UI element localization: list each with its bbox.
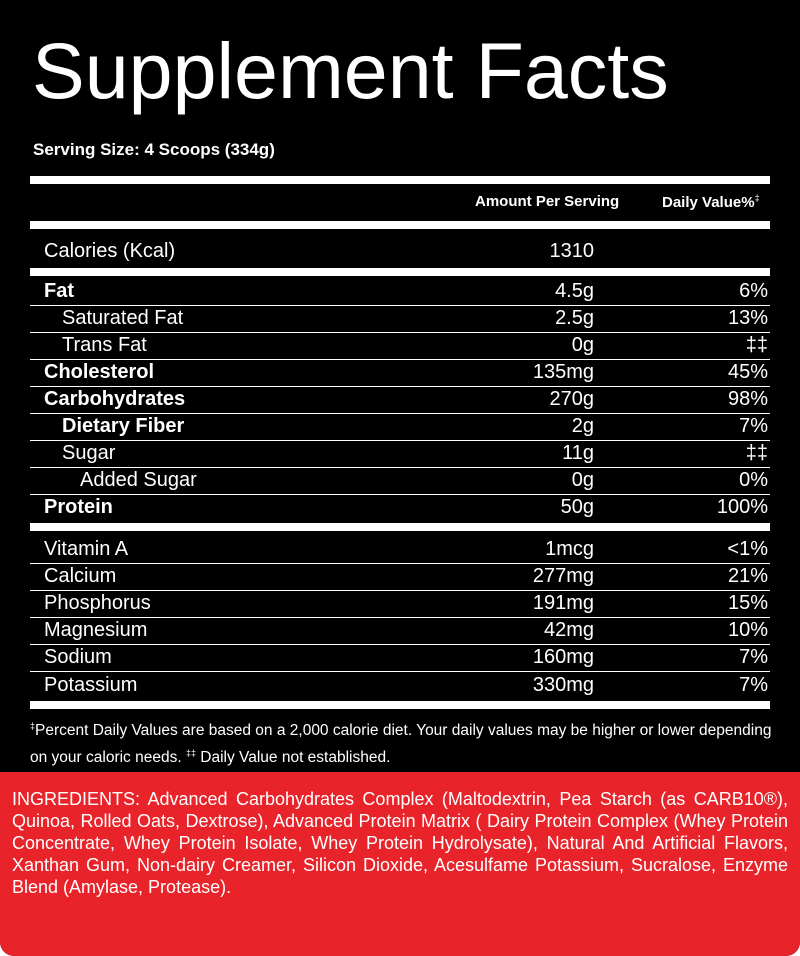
nutrient-name: Protein — [44, 496, 113, 518]
nutrient-amount: 42mg — [543, 619, 594, 641]
nutrient-dv: ‡‡ — [745, 442, 768, 464]
nutrient-dv: 98% — [727, 388, 768, 410]
nutrient-amount: 135mg — [532, 361, 594, 383]
row-divider — [30, 440, 770, 441]
nutrient-name: Calcium — [44, 565, 117, 587]
nutrient-row-sodium: Sodium 160mg 7% — [30, 644, 770, 671]
nutrient-row-trans-fat: Trans Fat 0g ‡‡ — [30, 332, 770, 359]
ingredients-text: INGREDIENTS: Advanced Carbohydrates Comp… — [12, 789, 788, 897]
row-divider — [30, 332, 770, 333]
nutrient-name: Fat — [44, 280, 74, 302]
row-divider — [30, 386, 770, 387]
calories-row: Calories (Kcal) 1310 — [30, 238, 770, 265]
header-daily-value-label: Daily Value% — [662, 194, 755, 211]
nutrient-row-magnesium: Magnesium 42mg 10% — [30, 617, 770, 644]
nutrient-amount: 277mg — [532, 565, 594, 587]
thick-rule-header — [30, 221, 770, 229]
row-divider — [30, 413, 770, 414]
nutrient-amount: 1310 — [549, 240, 595, 262]
thick-rule-calories — [30, 268, 770, 276]
row-divider — [30, 671, 770, 672]
nutrient-row-fat: Fat 4.5g 6% — [30, 278, 770, 305]
nutrient-name: Carbohydrates — [44, 388, 186, 410]
nutrient-name: Saturated Fat — [62, 307, 184, 329]
footnote-mark: ‡ — [30, 721, 36, 731]
nutrient-name: Vitamin A — [44, 538, 129, 560]
nutrient-name: Added Sugar — [80, 469, 197, 491]
nutrient-amount: 330mg — [532, 674, 594, 696]
nutrient-name: Sodium — [44, 646, 112, 668]
nutrient-row-cholesterol: Cholesterol 135mg 45% — [30, 359, 770, 386]
thick-rule-bottom — [30, 701, 770, 709]
header-daily-value-mark: ‡ — [754, 193, 760, 203]
nutrient-amount: 0g — [571, 469, 594, 491]
nutrient-amount: 4.5g — [555, 280, 594, 302]
thick-rule-protein — [30, 523, 770, 531]
row-divider — [30, 644, 770, 645]
nutrient-dv: 15% — [727, 592, 768, 614]
nutrient-amount: 50g — [560, 496, 594, 518]
ingredients-section: INGREDIENTS: Advanced Carbohydrates Comp… — [0, 772, 800, 956]
row-divider — [30, 467, 770, 468]
nutrient-row-dietary-fiber: Dietary Fiber 2g 7% — [30, 413, 770, 440]
row-divider — [30, 563, 770, 564]
nutrient-dv: 21% — [727, 565, 768, 587]
nutrient-row-protein: Protein 50g 100% — [30, 494, 770, 521]
header-amount: Amount Per Serving — [475, 193, 620, 210]
footnote-mark-double: ‡‡ — [185, 748, 196, 759]
footnote: ‡Percent Daily Values are based on a 2,0… — [30, 715, 775, 769]
nutrient-name: Sugar — [62, 442, 116, 464]
nutrient-row-added-sugar: Added Sugar 0g 0% — [30, 467, 770, 494]
row-divider — [30, 359, 770, 360]
footnote-text: Percent Daily Values are based on a 2,00… — [30, 722, 772, 767]
nutrient-row-carbohydrates: Carbohydrates 270g 98% — [30, 386, 770, 413]
nutrient-name: Cholesterol — [44, 361, 155, 383]
panel-title: Supplement Facts — [32, 26, 669, 115]
nutrient-row-phosphorus: Phosphorus 191mg 15% — [30, 590, 770, 617]
nutrient-row-calcium: Calcium 277mg 21% — [30, 563, 770, 590]
nutrient-row-sugar: Sugar 11g ‡‡ — [30, 440, 770, 467]
row-divider — [30, 617, 770, 618]
nutrient-amount: 270g — [549, 388, 595, 410]
row-divider — [30, 494, 770, 495]
row-divider — [30, 305, 770, 306]
nutrient-dv: 10% — [727, 619, 768, 641]
serving-size: Serving Size: 4 Scoops (334g) — [33, 140, 275, 159]
nutrient-row-potassium: Potassium 330mg 7% — [30, 672, 770, 699]
row-divider — [30, 590, 770, 591]
footnote-text-2: Daily Value not established. — [195, 749, 391, 767]
nutrient-dv: 0% — [739, 469, 768, 491]
header-daily-value: Daily Value%‡ — [662, 193, 760, 211]
nutrient-dv: 7% — [739, 415, 768, 437]
thick-rule-top — [30, 176, 770, 184]
nutrient-row-saturated-fat: Saturated Fat 2.5g 13% — [30, 305, 770, 332]
nutrient-dv: 6% — [739, 280, 768, 302]
nutrient-amount: 191mg — [532, 592, 594, 614]
nutrient-dv: ‡‡ — [745, 334, 768, 356]
nutrient-name: Phosphorus — [44, 592, 151, 614]
nutrient-amount: 2g — [571, 415, 594, 437]
nutrient-amount: 11g — [562, 442, 594, 464]
nutrient-name: Calories (Kcal) — [44, 240, 176, 262]
nutrient-dv: 45% — [727, 361, 768, 383]
nutrient-dv: 7% — [739, 674, 768, 696]
nutrient-amount: 1mcg — [545, 538, 594, 560]
nutrient-name: Trans Fat — [62, 334, 147, 356]
nutrient-amount: 160mg — [532, 646, 594, 668]
nutrient-amount: 0g — [571, 334, 594, 356]
nutrient-name: Dietary Fiber — [62, 415, 185, 437]
nutrient-name: Magnesium — [44, 619, 148, 641]
nutrient-dv: 7% — [739, 646, 768, 668]
nutrient-name: Potassium — [44, 674, 138, 696]
nutrient-amount: 2.5g — [555, 307, 594, 329]
nutrient-dv: <1% — [727, 538, 768, 560]
nutrient-row-vitamin-a: Vitamin A 1mcg <1% — [30, 536, 770, 563]
nutrient-dv: 13% — [727, 307, 768, 329]
nutrient-dv: 100% — [716, 496, 768, 518]
